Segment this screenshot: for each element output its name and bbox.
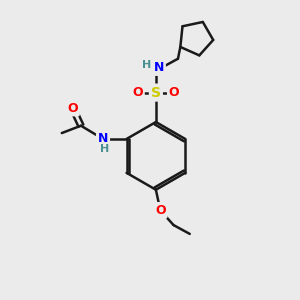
Text: O: O [155,204,166,217]
Text: O: O [132,86,143,99]
Text: O: O [68,101,78,115]
Text: N: N [154,61,164,74]
Text: S: S [151,85,161,100]
Text: O: O [169,86,179,99]
Text: N: N [98,133,108,146]
Text: H: H [100,144,110,154]
Text: H: H [142,60,151,70]
